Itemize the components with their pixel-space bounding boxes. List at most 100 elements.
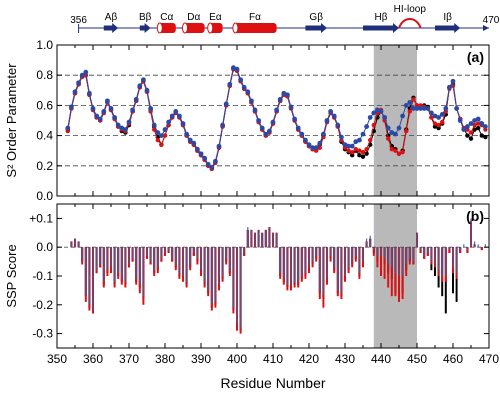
data-point (151, 122, 157, 128)
data-point (313, 145, 319, 151)
bar (412, 247, 414, 262)
data-point (184, 131, 190, 137)
data-point (436, 122, 441, 128)
data-point (421, 106, 427, 111)
bar (348, 247, 350, 268)
data-point (115, 122, 121, 128)
data-point (234, 66, 240, 72)
data-point (162, 133, 168, 138)
data-point (367, 115, 373, 120)
data-point (364, 146, 369, 152)
data-point (357, 153, 362, 158)
bar (384, 247, 386, 259)
helix-5 (233, 23, 277, 33)
panel-b: -0.3 -0.2 -0.1 0.0 +0.1 350 360 370 380 390 400 41… (4, 203, 499, 391)
bar (383, 247, 386, 279)
data-point (220, 122, 226, 128)
hi-loop-label: HI-loop (394, 4, 427, 15)
bar (434, 247, 436, 265)
bar (304, 247, 306, 274)
bar (178, 247, 180, 274)
bar (466, 247, 468, 251)
bar (409, 247, 411, 259)
bar (344, 247, 346, 276)
bar (286, 247, 288, 285)
bar (78, 241, 80, 248)
x-tick-label: 460 (443, 352, 463, 366)
bar (319, 247, 321, 291)
bar (391, 247, 393, 268)
bar (358, 247, 360, 274)
bar (189, 247, 191, 265)
x-tick-label: 450 (407, 352, 427, 366)
x-tick-label: 470 (479, 352, 499, 366)
data-point (245, 89, 251, 95)
data-point (357, 148, 362, 153)
bar (372, 247, 375, 256)
data-point (389, 130, 395, 135)
y-tick-label: -0.2 (32, 298, 53, 312)
bar (96, 247, 98, 271)
bar (484, 244, 486, 248)
bar (142, 247, 144, 297)
y-tick-label: 0.2 (36, 159, 53, 173)
data-point (396, 125, 402, 131)
bar (376, 247, 379, 268)
data-point (472, 122, 477, 128)
bar (380, 247, 382, 276)
data-point (87, 90, 92, 96)
data-point (195, 146, 200, 152)
bar (85, 247, 87, 297)
y-tick-label: 0.4 (36, 129, 53, 143)
data-point (105, 98, 110, 104)
data-point (144, 87, 150, 93)
x-tick-label: 360 (83, 352, 103, 366)
data-point (267, 128, 272, 134)
data-point (371, 122, 376, 128)
data-point (123, 127, 128, 132)
bar (265, 229, 267, 248)
data-point (468, 136, 474, 141)
data-point (148, 106, 154, 111)
bar (250, 229, 252, 248)
data-point (339, 134, 344, 140)
data-point (177, 113, 182, 119)
topology-label-2: Cα (160, 12, 173, 23)
bar (480, 247, 483, 251)
data-point (76, 80, 81, 86)
data-point (475, 116, 481, 122)
bar (74, 238, 76, 248)
data-point (223, 101, 229, 107)
bar (297, 247, 299, 282)
data-point (454, 106, 459, 111)
data-point (274, 107, 279, 113)
y-tick-label: 0.8 (36, 68, 53, 82)
data-point (69, 104, 74, 110)
x-tick-label: 400 (227, 352, 247, 366)
bar (326, 247, 328, 279)
bar (214, 247, 216, 302)
data-point (79, 72, 85, 78)
data-point (360, 131, 366, 137)
data-point (292, 116, 297, 122)
data-point (65, 125, 71, 131)
y-tick-label: -0.3 (32, 327, 53, 341)
bar (243, 247, 245, 253)
data-point (162, 127, 168, 132)
data-point (465, 133, 470, 138)
bar (110, 247, 112, 268)
helix-cap-2 (156, 22, 163, 34)
data-point (393, 148, 398, 153)
series-line-2 (67, 67, 486, 169)
data-point (468, 121, 474, 126)
data-point (386, 136, 391, 141)
bar (146, 247, 148, 256)
bar (456, 247, 458, 274)
panel-a-highlight (373, 45, 417, 196)
data-point (476, 121, 481, 126)
data-point (393, 131, 398, 137)
x-axis-label: Residue Number (220, 375, 325, 391)
data-point (227, 81, 233, 87)
bar (218, 247, 220, 285)
data-point (429, 110, 434, 116)
